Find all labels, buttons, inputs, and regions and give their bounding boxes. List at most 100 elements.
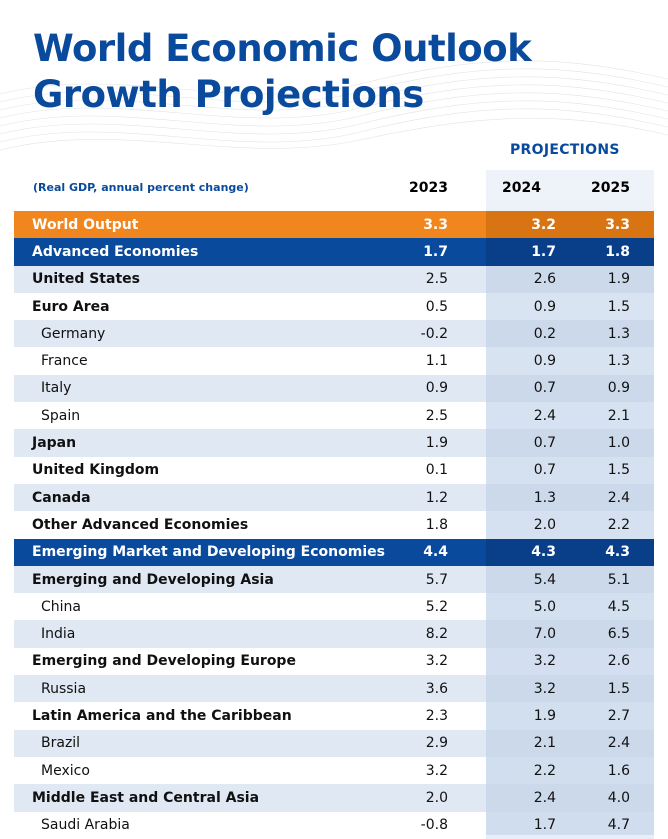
value-2024: 2.4	[486, 784, 570, 812]
value-text: 2.5	[425, 271, 448, 288]
row-label: World Output	[32, 216, 139, 233]
value-2024: 5.0	[486, 593, 570, 621]
value-text: 2.2	[533, 762, 556, 779]
value-text: 0.9	[425, 380, 448, 397]
row-label: China	[41, 598, 81, 615]
value-2023: 5.2	[388, 593, 448, 620]
value-text: 1.3	[607, 353, 630, 370]
value-2024: 4.3	[486, 538, 570, 566]
table-row: Latin America and the Caribbean 2.3 1.9 2.7	[14, 702, 654, 730]
value-text: 0.1	[425, 462, 448, 479]
value-text: 1.5	[607, 462, 630, 479]
table-row: Emerging and Developing Europe 3.2 3.2 2.6	[14, 647, 654, 676]
row-label: Emerging and Developing Asia	[32, 571, 274, 588]
value-text: 1.7	[533, 817, 556, 834]
value-2025: 2.7	[570, 702, 654, 730]
value-text: 0.9	[533, 353, 556, 370]
value-2025: 1.8	[570, 238, 654, 266]
value-text: 5.7	[425, 571, 448, 588]
value-2025: 4.0	[570, 784, 654, 812]
value-2024: 5.4	[486, 565, 570, 594]
table-row: Advanced Economies 1.7 1.7 1.8	[14, 238, 654, 266]
value-2025: 1.5	[570, 675, 654, 703]
table-row: France 1.1 0.9 1.3	[14, 347, 654, 375]
value-2025: 2.6	[570, 647, 654, 676]
value-text: 3.2	[531, 216, 556, 233]
value-text: 0.9	[607, 380, 630, 397]
value-2024: 1.9	[486, 702, 570, 730]
table-row: Emerging and Developing Asia 5.7 5.4 5.1	[14, 565, 654, 594]
value-2024: 3.2	[486, 675, 570, 703]
value-2025: 4.7	[570, 811, 654, 839]
value-text: 1.5	[607, 298, 630, 315]
value-text: 6.5	[607, 626, 630, 643]
value-2023: 2.0	[388, 784, 448, 811]
value-text: 3.2	[425, 653, 448, 670]
row-label: United States	[32, 271, 140, 288]
value-text: 1.1	[425, 353, 448, 370]
page-title: World Economic Outlook Growth Projection…	[33, 26, 532, 118]
table-row: China 5.2 5.0 4.5	[14, 593, 654, 621]
table-row: Russia 3.6 3.2 1.5	[14, 675, 654, 703]
value-text: 2.6	[607, 653, 630, 670]
value-2024: 1.7	[486, 238, 570, 266]
value-text: 3.2	[425, 762, 448, 779]
row-label: Japan	[32, 435, 77, 452]
value-2024: 2.2	[486, 756, 570, 785]
row-label: Saudi Arabia	[41, 817, 130, 834]
table-row: Saudi Arabia -0.8 1.7 4.7	[14, 811, 654, 839]
projections-label: PROJECTIONS	[510, 142, 620, 158]
row-label: Canada	[32, 489, 91, 506]
value-2023: 3.3	[388, 211, 448, 238]
table-row: World Output 3.3 3.2 3.3	[14, 211, 654, 239]
value-2024: 2.0	[486, 511, 570, 539]
value-text: 8.2	[425, 626, 448, 643]
title-line-1: World Economic Outlook	[33, 27, 532, 70]
value-2025: 2.1	[570, 402, 654, 430]
value-2024: 0.9	[486, 292, 570, 321]
value-text: 1.7	[531, 243, 556, 260]
value-2023: 0.9	[388, 375, 448, 402]
value-2025: 6.5	[570, 620, 654, 648]
value-2024: 0.7	[486, 374, 570, 403]
value-text: 1.9	[425, 435, 448, 452]
value-text: 4.4	[423, 544, 448, 561]
value-2023: 1.2	[388, 484, 448, 511]
table-row: Spain 2.5 2.4 2.1	[14, 402, 654, 430]
value-2024: 7.0	[486, 620, 570, 648]
value-2025: 4.5	[570, 593, 654, 621]
value-text: 0.9	[533, 298, 556, 315]
value-text: 2.4	[607, 735, 630, 752]
value-2025: 5.1	[570, 565, 654, 594]
row-label: India	[41, 626, 76, 643]
value-text: 2.6	[533, 271, 556, 288]
value-2023: 2.5	[388, 402, 448, 429]
header-year-2023: 2023	[409, 180, 448, 196]
value-2025: 1.3	[570, 347, 654, 375]
value-2025: 2.4	[570, 729, 654, 757]
row-label: Advanced Economies	[32, 243, 199, 260]
value-text: 1.8	[425, 516, 448, 533]
value-text: 4.5	[607, 598, 630, 615]
table-row: Emerging Market and Developing Economies…	[14, 538, 654, 566]
value-text: 2.0	[533, 516, 556, 533]
value-text: 2.1	[607, 407, 630, 424]
value-2023: -0.2	[388, 320, 448, 347]
table-row: Mexico 3.2 2.2 1.6	[14, 756, 654, 785]
value-2024: 1.3	[486, 483, 570, 512]
value-2023: 5.7	[388, 566, 448, 593]
value-text: 1.8	[605, 243, 630, 260]
table-row: Canada 1.2 1.3 2.4	[14, 483, 654, 512]
value-2023: 0.1	[388, 457, 448, 484]
value-2025: 2.2	[570, 511, 654, 539]
table-row: Italy 0.9 0.7 0.9	[14, 374, 654, 403]
value-2025: 1.3	[570, 320, 654, 348]
row-label: United Kingdom	[32, 462, 160, 479]
value-2025: 1.5	[570, 456, 654, 484]
value-text: 3.2	[533, 680, 556, 697]
row-label: Middle East and Central Asia	[32, 789, 260, 806]
row-label: Russia	[41, 680, 87, 697]
value-text: 1.9	[533, 707, 556, 724]
row-label: Euro Area	[32, 298, 110, 315]
table-row: India 8.2 7.0 6.5	[14, 620, 654, 648]
